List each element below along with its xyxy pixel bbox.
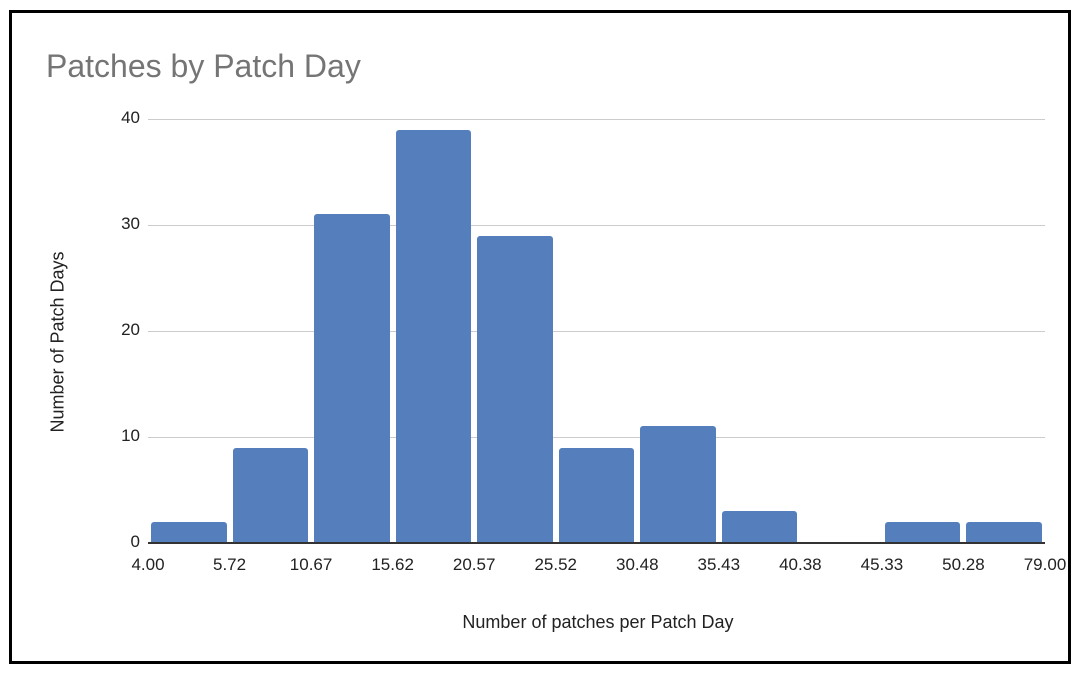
y-tick-label: 10 (121, 426, 140, 445)
gridline (148, 331, 1045, 332)
x-tick-label: 10.67 (289, 555, 333, 574)
histogram-bar (558, 447, 635, 543)
x-tick-label: 35.43 (697, 555, 741, 574)
x-tick-label: 30.48 (615, 555, 659, 574)
x-axis-label: Number of patches per Patch Day (462, 612, 734, 632)
x-tick-label: 20.57 (452, 555, 496, 574)
x-tick-label: 40.38 (779, 555, 822, 574)
x-tick-label: 45.33 (860, 555, 904, 574)
histogram-bar (477, 235, 553, 543)
x-tick-label: 15.62 (371, 555, 414, 574)
plot-area (148, 119, 1045, 544)
y-tick-label: 40 (121, 108, 140, 127)
histogram-bar (966, 521, 1042, 543)
y-tick-label: 20 (121, 320, 140, 339)
y-axis-label: Number of Patch Days (47, 251, 68, 433)
chart-title: Patches by Patch Day (46, 48, 361, 84)
x-axis-line (148, 542, 1045, 544)
x-tick-label: 5.72 (212, 555, 247, 574)
histogram-bar (232, 447, 309, 543)
histogram-bar (151, 521, 227, 543)
x-tick-label: 79.00 (1023, 555, 1067, 574)
gridline (148, 119, 1045, 120)
gridline (148, 225, 1045, 226)
histogram-bar (314, 214, 390, 543)
gridline (148, 437, 1045, 438)
histogram-bar (884, 521, 961, 543)
histogram-bar (395, 129, 472, 543)
histogram-bar (721, 511, 798, 543)
x-tick-label: 25.52 (534, 555, 577, 574)
x-tick-label: 4.00 (131, 555, 165, 574)
y-tick-label: 0 (130, 532, 140, 551)
y-tick-label: 30 (121, 214, 140, 233)
histogram-bar (640, 426, 716, 543)
x-tick-label: 50.28 (942, 555, 985, 574)
